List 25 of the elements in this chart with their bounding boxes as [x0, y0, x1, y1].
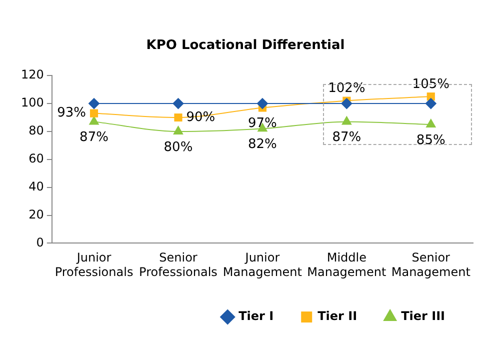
x-tick-label: Senior Management [391, 250, 471, 279]
data-label: 82% [248, 137, 277, 152]
y-tick-label: 80 [28, 124, 44, 138]
x-tick-label: Senior Professionals [139, 250, 218, 279]
x-tick-label: Junior Management [222, 250, 302, 279]
data-label: 85% [416, 132, 446, 148]
x-tick-label: Junior Professionals [54, 250, 134, 279]
chart-title: KPO Locational Differential [146, 38, 345, 54]
data-label: 105% [412, 76, 450, 92]
data-label: 87% [80, 130, 108, 146]
y-tick-label: 60 [28, 152, 44, 166]
y-tick-label: 40 [28, 179, 44, 194]
x-tick-label: Middle Management [307, 250, 386, 279]
legend-label: Tier III [401, 309, 446, 324]
legend-label: Tier II [318, 309, 358, 324]
legend-label: Tier I [238, 309, 274, 324]
data-label: 93% [57, 106, 86, 121]
y-tick-label: 100 [21, 96, 44, 110]
data-label: 80% [164, 140, 193, 155]
y-tick-label: 120 [21, 68, 44, 82]
data-label: 87% [332, 130, 362, 146]
y-tick-label: 20 [28, 207, 44, 222]
y-tick-label: 0 [36, 235, 44, 250]
data-label: 102% [328, 81, 366, 96]
data-label: 97% [248, 116, 277, 132]
